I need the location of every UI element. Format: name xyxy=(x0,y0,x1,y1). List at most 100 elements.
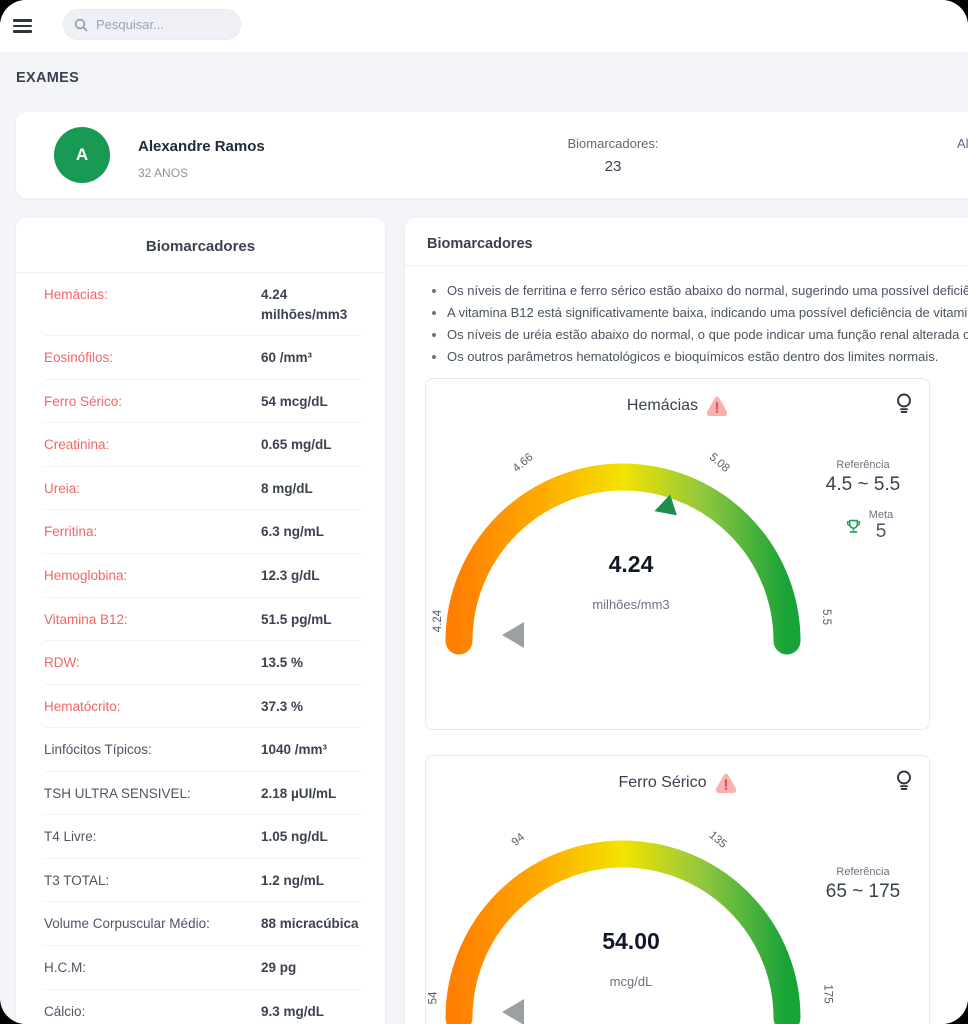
gauge-title: Ferro Sérico xyxy=(618,774,707,791)
biomarker-row: Creatinina: 0.65 mg/dL xyxy=(44,423,361,467)
biomarker-label: T3 TOTAL: xyxy=(44,872,110,888)
warning-icon xyxy=(715,773,736,793)
biomarker-value: 1.05 ng/dL xyxy=(261,829,328,845)
biomarker-row: Hematócrito: 37.3 % xyxy=(44,685,361,729)
biomarker-row: T4 Livre: 1.05 ng/dL xyxy=(44,815,361,859)
biomarker-label: Ferritina: xyxy=(44,524,98,540)
gauge-title-row: Hemácias xyxy=(426,379,929,416)
biomarker-row: T3 TOTAL: 1.2 ng/mL xyxy=(44,859,361,903)
reference-label: Referência xyxy=(836,459,890,471)
summary-bullet: Os níveis de uréia estão abaixo do norma… xyxy=(447,327,968,342)
trophy-icon xyxy=(846,519,860,533)
meta-value: 5 xyxy=(875,521,887,542)
lightbulb-icon[interactable] xyxy=(895,393,913,415)
biomarker-value: 1.2 ng/mL xyxy=(261,872,325,888)
biomarker-value: 29 pg xyxy=(261,960,297,975)
reference-value: 65 ~ 175 xyxy=(825,881,901,902)
patient-name: Alexandre Ramos xyxy=(138,138,265,155)
biomarker-value: 51.5 pg/mL xyxy=(261,611,332,627)
search-bar xyxy=(63,9,241,40)
search-icon xyxy=(74,18,88,31)
biomarker-row: Eosinófilos: 60 /mm³ xyxy=(44,336,361,380)
biomarker-value: 12.3 g/dL xyxy=(261,567,320,583)
avatar: A xyxy=(54,127,110,183)
biomarker-value: 60 /mm³ xyxy=(261,350,313,366)
gauge-min-label: 4.24 xyxy=(432,609,445,633)
biomarker-label: Volume Corpuscular Médio: xyxy=(44,916,210,932)
search-input[interactable] xyxy=(96,17,226,32)
gauge-title: Hemácias xyxy=(626,397,699,414)
biomarker-value: 2.18 µUI/mL xyxy=(261,785,337,801)
biomarker-row: Ferritina: 6.3 ng/mL xyxy=(44,510,361,554)
gauge-min-label: 54 xyxy=(427,991,440,1005)
biomarker-label: RDW: xyxy=(44,655,80,671)
biomarkers-list-title: Biomarcadores xyxy=(16,218,385,273)
biomarker-label: Creatinina: xyxy=(44,437,110,453)
biomarker-value: 13.5 % xyxy=(261,655,304,671)
gauge-card-hemacias: Hemácias 4.66 5.08 4.24 5.5 4.24 xyxy=(425,378,930,730)
biomarker-value: 4.24 milhões/mm3 xyxy=(261,287,348,322)
warning-icon xyxy=(706,396,728,416)
biomarker-label: Ferro Sérico: xyxy=(44,393,123,409)
gauge-value: 54.00 xyxy=(602,928,660,954)
biomarker-value: 37.3 % xyxy=(261,698,304,714)
biomarker-value: 0.65 mg/dL xyxy=(261,437,332,453)
biomarker-label: Eosinófilos: xyxy=(44,350,114,366)
gauge-card-ferro-serico: Ferro Sérico 94 135 54 175 54.00 m xyxy=(425,755,930,1024)
gauge-title-row: Ferro Sérico xyxy=(426,756,929,793)
biomarkers-list-panel: Biomarcadores Hemácias: 4.24 milhões/mm3… xyxy=(16,218,385,1024)
gauge-unit: mcg/dL xyxy=(609,974,653,989)
biomarker-row: Ureia: 8 mg/dL xyxy=(44,467,361,511)
reference-label: Referência xyxy=(836,866,890,878)
gauge-max-label: 5.5 xyxy=(820,609,832,625)
altered-count-label: Alterados: xyxy=(957,136,968,151)
biomarker-label: Hemácias: xyxy=(44,287,108,302)
biomarker-label: T4 Livre: xyxy=(44,829,97,845)
reference-block: Referência 4.5 ~ 5.5 xyxy=(798,459,928,496)
biomarker-row: RDW: 13.5 % xyxy=(44,641,361,685)
menu-icon[interactable] xyxy=(13,16,33,36)
patient-age: 32 ANOS xyxy=(138,166,189,180)
biomarker-value: 8 mg/dL xyxy=(261,480,313,496)
biomarker-value: 6.3 ng/mL xyxy=(261,524,325,540)
gauge-value-pointer xyxy=(502,999,524,1024)
summary-bullet: Os outros parâmetros hematológicos e bio… xyxy=(447,349,968,364)
biomarker-value: 88 micracúbica xyxy=(261,916,359,932)
biomarker-row: H.C.M: 29 pg xyxy=(44,946,361,990)
biomarker-label: Ureia: xyxy=(44,480,81,496)
biomarker-value: 1040 /mm³ xyxy=(261,742,328,758)
patient-card: A Alexandre Ramos 32 ANOS Biomarcadores:… xyxy=(16,112,968,198)
biomarker-row: TSH ULTRA SENSIVEL: 2.18 µUI/mL xyxy=(44,772,361,816)
biomarkers-count-value: 23 xyxy=(604,158,622,175)
biomarker-row: Ferro Sérico: 54 mcg/dL xyxy=(44,380,361,424)
lightbulb-icon[interactable] xyxy=(895,770,913,792)
biomarker-label: Linfócitos Típicos: xyxy=(44,742,152,758)
biomarker-row: Volume Corpuscular Médio: 88 micracúbica xyxy=(44,902,361,946)
biomarker-value: 9.3 mg/dL xyxy=(261,1003,325,1019)
page-title: EXAMES xyxy=(16,70,80,86)
biomarker-label: Cálcio: xyxy=(44,1003,86,1019)
gauge-unit: milhões/mm3 xyxy=(592,597,670,612)
analysis-summary-list: Os níveis de ferritina e ferro sérico es… xyxy=(447,283,968,364)
meta-texts: Meta 5 xyxy=(869,509,893,543)
biomarker-label: H.C.M: xyxy=(44,960,86,975)
meta-label: Meta xyxy=(868,509,894,521)
biomarker-row: Hemácias: 4.24 milhões/mm3 xyxy=(44,273,361,337)
reference-value: 4.5 ~ 5.5 xyxy=(825,474,901,495)
analysis-title: Biomarcadores xyxy=(405,218,968,266)
reference-block: Referência 65 ~ 175 xyxy=(798,866,928,903)
biomarker-label: Vitamina B12: xyxy=(44,611,128,627)
biomarker-row: Hemoglobina: 12.3 g/dL xyxy=(44,554,361,598)
biomarkers-count-label: Biomarcadores: xyxy=(567,136,659,151)
gauge-value-pointer xyxy=(502,622,524,648)
meta-block: Meta 5 xyxy=(814,509,924,543)
summary-bullet: Os níveis de ferritina e ferro sérico es… xyxy=(447,283,968,298)
analysis-panel: Biomarcadores Os níveis de ferritina e f… xyxy=(405,218,968,1024)
gauge-arc xyxy=(445,840,801,1024)
biomarker-row: Vitamina B12: 51.5 pg/mL xyxy=(44,598,361,642)
gauge-arc xyxy=(445,463,801,655)
biomarker-row: Linfócitos Típicos: 1040 /mm³ xyxy=(44,728,361,772)
gauge-max-label: 175 xyxy=(821,984,834,1004)
biomarker-value: 54 mcg/dL xyxy=(261,393,328,409)
